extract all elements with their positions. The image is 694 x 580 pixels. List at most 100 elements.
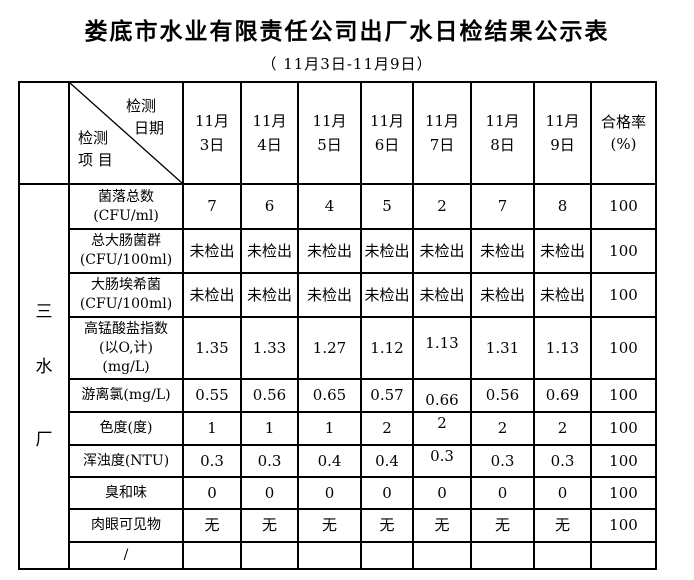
corner-label-line: 检测 bbox=[125, 97, 156, 115]
value-cell: 无 bbox=[182, 508, 242, 543]
page-subtitle: （ 11月3日-11月9日） bbox=[261, 55, 433, 73]
table-row: 游离氯(mg/L) 0.55 0.56 0.65 0.57 0.66 0.56 … bbox=[19, 378, 657, 413]
item-name-line: (CFU/ml) bbox=[93, 207, 159, 224]
value-cell: 0 bbox=[412, 476, 472, 510]
plant-label-char: 三 bbox=[35, 302, 53, 322]
value-cell: 未检出 bbox=[412, 228, 472, 274]
rate-cell: 100 bbox=[590, 411, 657, 446]
rate-cell: 100 bbox=[590, 476, 657, 510]
item-name-cell: 游离氯(mg/L) bbox=[68, 378, 184, 413]
rate-cell: 100 bbox=[590, 183, 657, 230]
value-cell: 无 bbox=[470, 508, 535, 543]
value-cell: 未检出 bbox=[360, 228, 414, 274]
table-row: 总大肠菌群 (CFU/100ml) 未检出 未检出 未检出 未检出 未检出 未检… bbox=[19, 228, 657, 274]
value-cell: 0.55 bbox=[182, 378, 242, 413]
header-row: 检测 日期 检测 项 目 11月 3日 11月 4日 11月 5日 11月 6日 11月… bbox=[18, 81, 657, 185]
value-cell: 2 bbox=[412, 183, 472, 230]
value-cell: 0.56 bbox=[240, 378, 299, 413]
corner-label-line: 检测 bbox=[78, 129, 109, 147]
item-name-line: (CFU/100ml) bbox=[79, 296, 173, 312]
rate-cell bbox=[590, 541, 657, 570]
item-name-line: 臭和味 bbox=[105, 484, 147, 501]
date-header: 11月 4日 bbox=[240, 81, 299, 185]
value-cell: 5 bbox=[360, 183, 414, 230]
item-name-cell: 色度(度) bbox=[68, 411, 184, 446]
value-cell: 0.3 bbox=[412, 444, 472, 478]
item-name-cell: 大肠埃希菌 (CFU/100ml) bbox=[68, 272, 184, 318]
page-title: 娄底市水业有限责任公司出厂水日检结果公示表 bbox=[84, 19, 610, 45]
value-cell: 1.27 bbox=[297, 316, 362, 380]
date-header: 11月 3日 bbox=[182, 81, 242, 185]
value-cell: 2 bbox=[470, 411, 535, 446]
value-cell: 未检出 bbox=[182, 272, 242, 318]
value-cell: 无 bbox=[297, 508, 362, 543]
item-name-cell: 浑浊度(NTU) bbox=[68, 444, 184, 478]
value-cell: 无 bbox=[240, 508, 299, 543]
value-cell: 0 bbox=[470, 476, 535, 510]
item-name-cell: 高锰酸盐指数 (以O,计) (mg/L) bbox=[68, 316, 184, 380]
value-cell: 0 bbox=[182, 476, 242, 510]
value-cell: 0.66 bbox=[412, 378, 472, 413]
value-cell: 1.35 bbox=[182, 316, 242, 380]
value-cell: 0.3 bbox=[470, 444, 535, 478]
value-cell: 2 bbox=[412, 411, 472, 446]
date-header: 11月 9日 bbox=[533, 81, 592, 185]
item-name-line: 肉眼可见物 bbox=[91, 517, 161, 533]
item-name-cell: 总大肠菌群 (CFU/100ml) bbox=[68, 228, 184, 274]
value-cell: 1.12 bbox=[360, 316, 414, 380]
value-cell: 未检出 bbox=[297, 272, 362, 318]
item-name-line: 高锰酸盐指数 bbox=[84, 320, 168, 337]
item-name-line: 菌落总数 bbox=[98, 188, 154, 205]
value-cell: 未检出 bbox=[360, 272, 414, 318]
value-cell: 未检出 bbox=[470, 272, 535, 318]
value-cell: 4 bbox=[297, 183, 362, 230]
date-header: 11月 7日 bbox=[412, 81, 472, 185]
value-cell: 未检出 bbox=[470, 228, 535, 274]
table-row: 三 水 厂 菌落总数 (CFU/ml) 7 6 4 5 2 7 8 100 bbox=[18, 183, 657, 570]
value-cell: 0 bbox=[297, 476, 362, 510]
item-name-cell: / bbox=[68, 541, 184, 570]
value-cell: 1.33 bbox=[240, 316, 299, 380]
table-row: 臭和味 0 0 0 0 0 0 0 100 bbox=[19, 476, 657, 510]
rate-cell: 100 bbox=[590, 228, 657, 274]
value-cell: 未检出 bbox=[297, 228, 362, 274]
item-name-line: 总大肠菌群 bbox=[91, 233, 161, 249]
value-cell: 1 bbox=[182, 411, 242, 446]
value-cell: 无 bbox=[360, 508, 414, 543]
date-header: 11月 6日 bbox=[360, 81, 414, 185]
value-cell: 无 bbox=[533, 508, 592, 543]
value-cell: 0 bbox=[360, 476, 414, 510]
value-cell: 0.65 bbox=[297, 378, 362, 413]
value-cell: 未检出 bbox=[182, 228, 242, 274]
value-cell bbox=[182, 541, 242, 570]
plant-header-empty-cell bbox=[18, 81, 70, 185]
item-name-line: 游离氯(mg/L) bbox=[81, 387, 171, 403]
table-row: 高锰酸盐指数 (以O,计) (mg/L) 1.35 1.33 1.27 1.12… bbox=[19, 316, 657, 380]
value-cell bbox=[412, 541, 472, 570]
rate-header: 合格率 (%) bbox=[590, 81, 657, 185]
value-cell bbox=[297, 541, 362, 570]
corner-label-line: 日期 bbox=[133, 119, 164, 137]
value-cell bbox=[240, 541, 299, 570]
value-cell bbox=[533, 541, 592, 570]
value-cell: 0.3 bbox=[240, 444, 299, 478]
value-cell bbox=[360, 541, 414, 570]
value-cell: 6 bbox=[240, 183, 299, 230]
value-cell: 1.13 bbox=[412, 316, 472, 380]
value-cell: 1.13 bbox=[533, 316, 592, 380]
value-cell: 未检出 bbox=[240, 272, 299, 318]
table-row: 色度(度) 1 1 1 2 2 2 2 100 bbox=[19, 411, 657, 446]
value-cell: 1 bbox=[240, 411, 299, 446]
value-cell: 0.3 bbox=[182, 444, 242, 478]
value-cell: 0.4 bbox=[297, 444, 362, 478]
value-cell: 0.57 bbox=[360, 378, 414, 413]
item-name-line: / bbox=[123, 547, 129, 563]
date-header: 11月 5日 bbox=[297, 81, 362, 185]
value-cell: 8 bbox=[533, 183, 592, 230]
value-cell: 未检出 bbox=[533, 272, 592, 318]
value-cell: 未检出 bbox=[240, 228, 299, 274]
corner-label-item: 检测 项 目 bbox=[78, 127, 113, 171]
value-cell: 0 bbox=[240, 476, 299, 510]
date-header: 11月 8日 bbox=[470, 81, 535, 185]
value-cell: 7 bbox=[182, 183, 242, 230]
